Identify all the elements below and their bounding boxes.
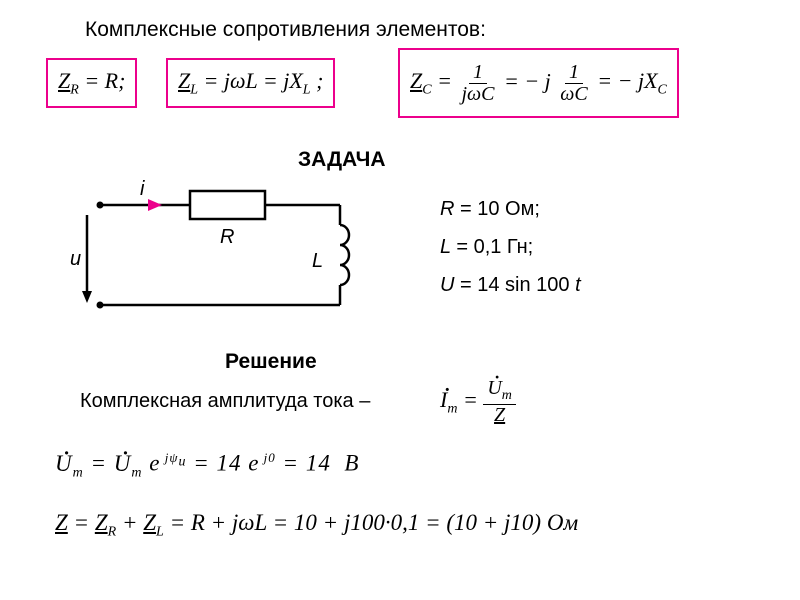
label-i: i [140,178,145,200]
solution-intro: Комплексная амплитуда тока – [80,390,370,413]
formula-zr: ZR = R; [58,68,125,98]
label-r: R [220,226,234,248]
label-l: L [312,250,323,272]
circuit-diagram: i u R L [70,175,380,335]
given-l: L = 0,1 Гн; [440,228,581,266]
heading-task: ЗАДАЧА [298,148,386,172]
formula-zc: ZC = 1 jωC = − j 1 ωC = − jXC [410,62,667,105]
formula-z: Z = ZR + ZL = R + jωL = 10 + j100·0,1 = … [55,510,578,541]
given-values: R = 10 Ом; L = 0,1 Гн; U = 14 sin 100 t [440,190,581,304]
label-u: u [70,248,81,270]
current-arrow-icon [148,199,162,211]
formula-box-zl: ZL = jωL = jXL ; [166,58,335,108]
formula-box-zc: ZC = 1 jωC = − j 1 ωC = − jXC [398,48,679,118]
given-u: U = 14 sin 100 t [440,266,581,304]
formula-box-zr: ZR = R; [46,58,137,108]
formula-zl: ZL = jωL = jXL ; [178,68,323,98]
formula-um: Um = Um e jψu = 14 e j0 = 14 В [55,450,359,481]
heading-solution: Решение [225,350,317,374]
page-title: Комплексные сопротивления элементов: [85,18,486,42]
formula-im: Im = Um Z [440,378,516,426]
given-r: R = 10 Ом; [440,190,581,228]
